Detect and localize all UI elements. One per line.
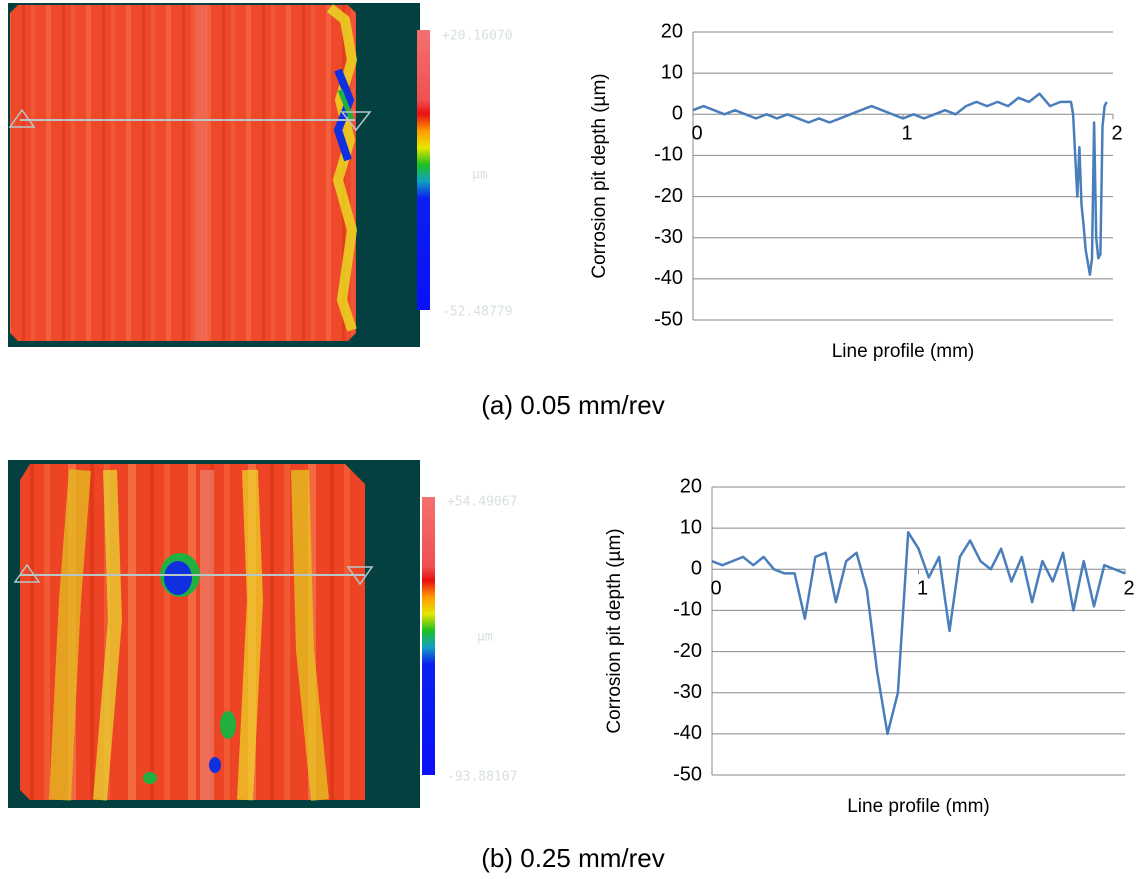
scale-min: -52.48779 — [442, 305, 512, 320]
y-tick-label: -10 — [654, 144, 683, 166]
surface-map-a: +20.16070 µm -52.48779 — [8, 3, 512, 347]
y-tick-label: -10 — [673, 599, 702, 621]
y-tick-label: 10 — [661, 61, 683, 83]
scale-max: +54.49067 — [447, 495, 517, 510]
y-tick-label: 10 — [680, 516, 702, 538]
y-axis-title: Corrosion pit depth (µm) — [604, 528, 625, 733]
scale-unit: µm — [477, 630, 493, 645]
y-tick-label: -30 — [673, 681, 702, 703]
y-tick-label: -20 — [654, 185, 683, 207]
y-tick-label: -20 — [673, 640, 702, 662]
y-tick-label: 0 — [691, 558, 702, 580]
caption: (a) 0.05 mm/rev — [481, 390, 665, 420]
surface-map-b: +54.49067 µm -93.88107 — [8, 460, 517, 808]
y-tick-label: -40 — [654, 267, 683, 289]
x-tick-label: 1 — [901, 123, 912, 145]
scale-min: -93.88107 — [447, 770, 517, 785]
profile-line — [692, 92, 1108, 276]
y-axis-title: Corrosion pit depth (µm) — [589, 73, 610, 278]
x-tick-label: 2 — [1123, 578, 1134, 600]
y-tick-label: 20 — [661, 20, 683, 42]
scale-max: +20.16070 — [442, 29, 512, 44]
x-tick-label: 0 — [710, 578, 721, 600]
caption: (b) 0.25 mm/rev — [481, 843, 665, 873]
x-axis-title: Line profile (mm) — [832, 341, 975, 362]
x-axis-title: Line profile (mm) — [847, 796, 990, 817]
y-tick-label: -50 — [673, 763, 702, 785]
y-tick-label: -40 — [673, 722, 702, 744]
y-tick-label: 20 — [680, 475, 702, 497]
x-tick-label: 1 — [917, 578, 928, 600]
y-tick-label: -30 — [654, 226, 683, 248]
scale-unit: µm — [472, 168, 488, 183]
profile-line — [711, 531, 1126, 736]
x-tick-label: 0 — [691, 123, 702, 145]
y-tick-label: -50 — [654, 308, 683, 330]
y-tick-label: 0 — [672, 103, 683, 125]
x-tick-label: 2 — [1111, 123, 1122, 145]
